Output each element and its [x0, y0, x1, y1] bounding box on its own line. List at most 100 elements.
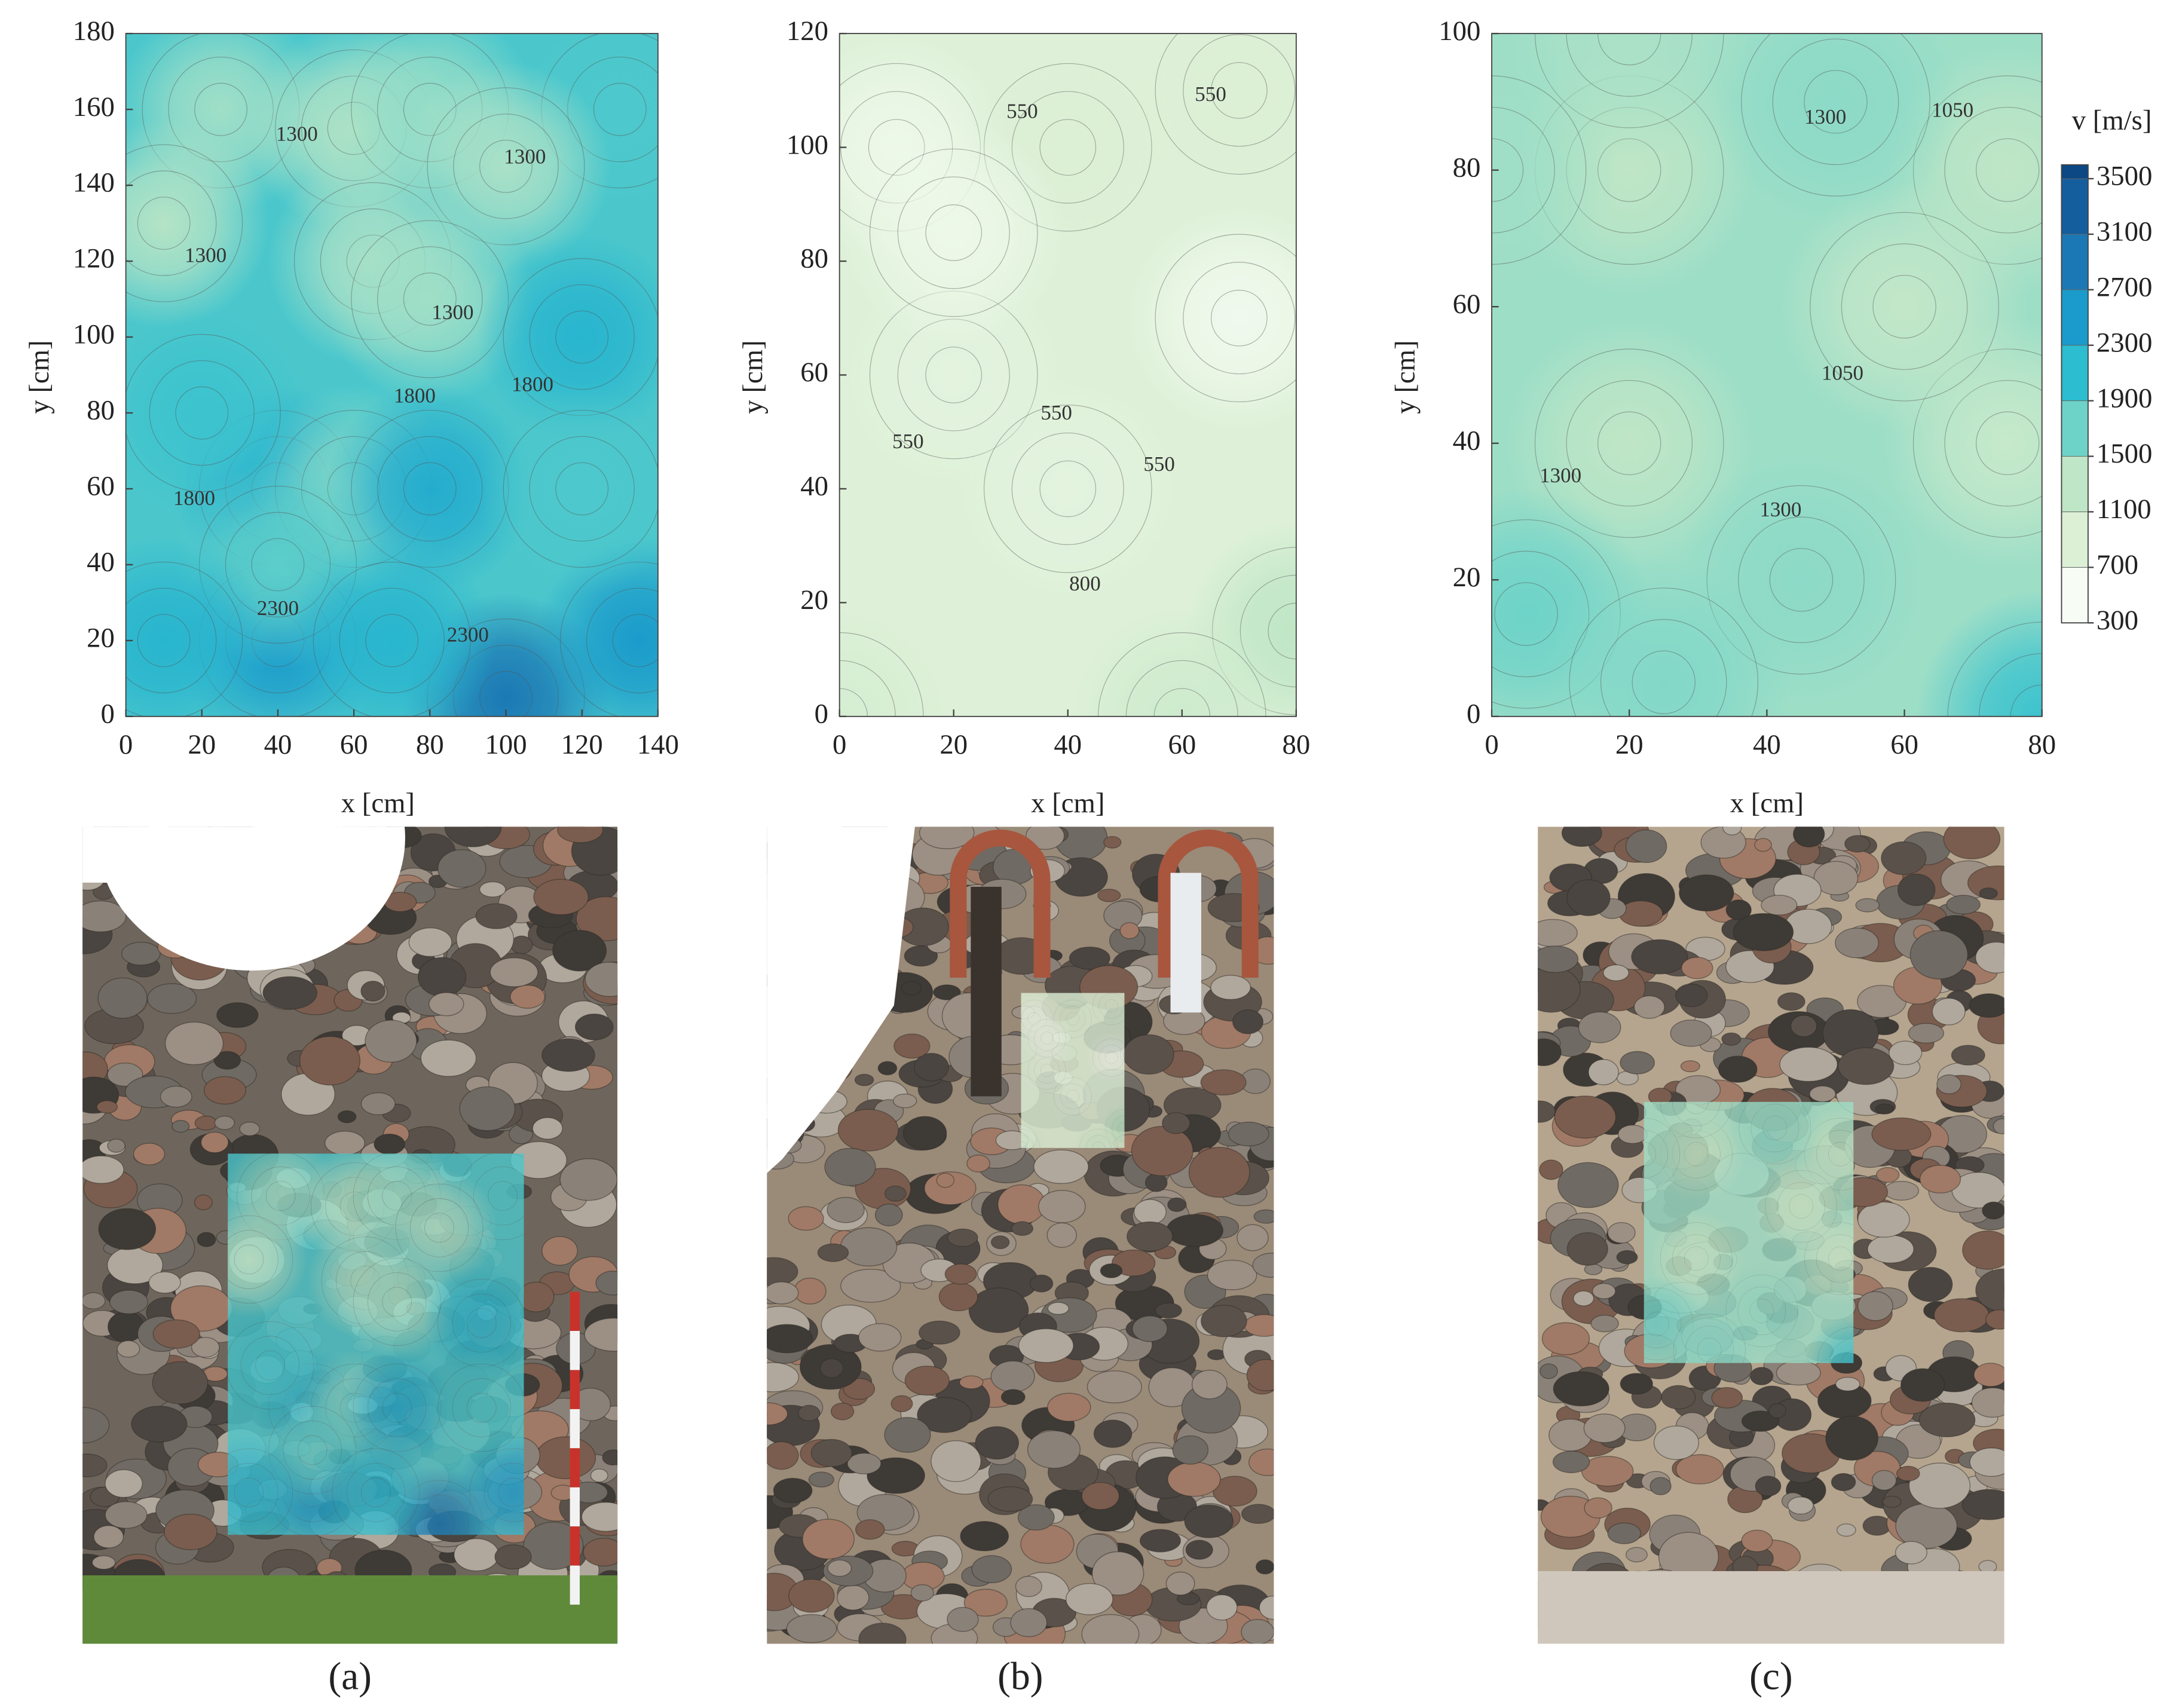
stone	[1566, 879, 1611, 916]
contour-label: 2300	[257, 596, 299, 620]
y-tick-label: 0	[101, 699, 115, 730]
contour-label: 1050	[1932, 99, 1973, 122]
y-tick-label: 40	[1453, 425, 1481, 456]
stone	[1200, 1069, 1247, 1096]
stone	[1749, 1367, 1774, 1385]
stone	[1553, 1371, 1609, 1407]
stone	[767, 1402, 788, 1426]
stone	[1969, 1447, 2004, 1477]
stone	[1540, 1363, 1558, 1379]
x-tick-label: 140	[637, 729, 679, 760]
contour-label: 1300	[276, 123, 318, 146]
field-point	[287, 535, 497, 717]
contour-line	[1944, 380, 2042, 507]
contour-line	[1011, 432, 1124, 545]
stone	[1557, 1162, 1619, 1208]
y-tick-label: 160	[73, 91, 115, 123]
stone	[975, 1426, 1020, 1460]
y-tick-label: 100	[1439, 16, 1480, 47]
stone	[1131, 1125, 1193, 1177]
panel-label: (a)	[328, 1655, 372, 1698]
stone	[1675, 983, 1708, 1008]
stone	[576, 896, 618, 941]
stone	[858, 1623, 907, 1644]
y-tick-label: 60	[87, 471, 115, 502]
x-axis-label: x [cm]	[1031, 788, 1104, 819]
stone	[931, 1440, 981, 1482]
stone	[767, 1441, 799, 1470]
stone	[1768, 1403, 1786, 1419]
stone	[1875, 1103, 1895, 1115]
stone	[1982, 1201, 2004, 1220]
stone	[1875, 1167, 1900, 1183]
stone	[1969, 993, 2004, 1018]
contour-line	[529, 436, 635, 542]
stone	[365, 1020, 417, 1063]
contour-line	[313, 561, 471, 717]
contour-line	[1738, 516, 1865, 644]
contour-label: 800	[1069, 572, 1101, 595]
stone	[1015, 1575, 1042, 1597]
stone	[1538, 966, 1581, 1013]
stone	[1867, 1235, 1914, 1264]
contour-line	[1944, 106, 2042, 234]
stone	[1246, 1359, 1274, 1392]
contour-line	[1976, 138, 2040, 202]
stone	[479, 881, 506, 898]
wall-photo	[767, 827, 1274, 1644]
stone	[1897, 873, 1936, 906]
stone	[788, 1206, 824, 1231]
stone	[919, 827, 975, 849]
contour-line	[1872, 275, 1936, 339]
stone	[1721, 1032, 1742, 1046]
ground	[1538, 1571, 2004, 1644]
contour-label: 1300	[431, 301, 473, 324]
stone	[1184, 1504, 1234, 1538]
stone	[1836, 1523, 1856, 1537]
stone	[892, 1093, 917, 1109]
stone	[1259, 1595, 1274, 1620]
contour-label: 1800	[512, 373, 553, 396]
stone	[1539, 1159, 1563, 1180]
field-point	[477, 384, 658, 594]
x-tick-label: 80	[416, 729, 444, 760]
stone	[91, 1555, 116, 1570]
field-point	[126, 118, 269, 328]
stone	[1097, 889, 1121, 902]
colorbar-band	[2061, 511, 2089, 568]
stone	[194, 1115, 218, 1131]
y-axis-label: y [cm]	[1390, 340, 1421, 414]
stone	[325, 1131, 366, 1156]
stone	[360, 981, 385, 1002]
contour-line	[1566, 379, 1693, 507]
panel-label: (c)	[1749, 1655, 1793, 1698]
stone	[1809, 1085, 1837, 1103]
stone	[1065, 1583, 1113, 1615]
contour-line	[365, 614, 419, 668]
stone	[337, 1110, 357, 1124]
velocity-overlay	[191, 1137, 571, 1582]
field-point	[841, 121, 1066, 345]
stone	[1881, 841, 1927, 876]
stone	[152, 1361, 209, 1404]
stone	[82, 1155, 124, 1184]
stone	[901, 981, 922, 996]
stone	[417, 957, 467, 997]
stone	[824, 1147, 876, 1186]
colorbar-tick-label: 1500	[2097, 438, 2152, 469]
contour-line	[555, 310, 609, 364]
stone	[938, 1282, 978, 1312]
stone	[1889, 1040, 1923, 1066]
y-tick-label: 120	[73, 243, 115, 274]
stone	[533, 879, 589, 916]
ruler-segment	[570, 1448, 580, 1487]
stone	[444, 827, 502, 847]
colorbar-label: v [m/s]	[2072, 105, 2152, 136]
contour-line	[453, 114, 559, 219]
y-tick-label: 40	[87, 547, 115, 578]
stone	[1884, 1180, 1920, 1201]
x-tick-label: 120	[561, 729, 603, 760]
contour-line	[1183, 262, 1296, 375]
stone	[919, 1320, 960, 1345]
